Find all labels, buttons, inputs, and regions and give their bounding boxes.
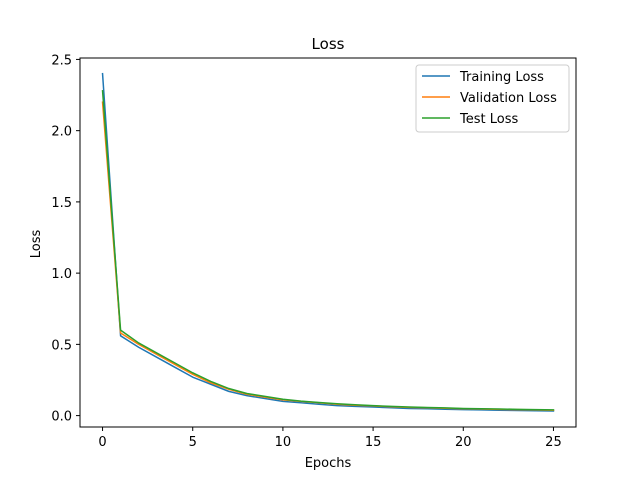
x-tick-label: 10 [275, 435, 292, 450]
y-tick-label: 0.5 [51, 338, 72, 353]
y-tick-label: 1.0 [51, 267, 72, 282]
legend-box [415, 64, 570, 133]
x-axis-label: Epochs [305, 456, 352, 471]
chart-title: Loss [312, 35, 345, 53]
x-tick-label: 0 [98, 435, 106, 450]
y-tick-label: 2.5 [51, 53, 72, 68]
series-line-0 [101, 72, 555, 412]
legend-label-2: Test Loss [459, 112, 518, 127]
series-line-2 [101, 89, 555, 411]
y-tick-label: 1.5 [51, 196, 72, 211]
x-tick-label: 15 [365, 435, 382, 450]
x-axis: 0 5 10 15 20 25 [98, 427, 562, 450]
plot-frame [79, 57, 577, 428]
x-tick-label: 20 [455, 435, 472, 450]
legend-label-1: Validation Loss [460, 91, 557, 106]
y-axis: 0.0 0.5 1.0 1.5 2.0 2.5 [51, 53, 80, 425]
y-tick-label: 2.0 [51, 125, 72, 140]
x-tick-label: 5 [189, 435, 197, 450]
legend: Training Loss Validation Loss Test Loss [415, 64, 570, 133]
legend-label-0: Training Loss [459, 70, 544, 85]
y-axis-label: Loss [29, 230, 44, 259]
x-tick-label: 25 [545, 435, 562, 450]
y-tick-label: 0.0 [51, 410, 72, 425]
plot-lines [101, 72, 555, 412]
